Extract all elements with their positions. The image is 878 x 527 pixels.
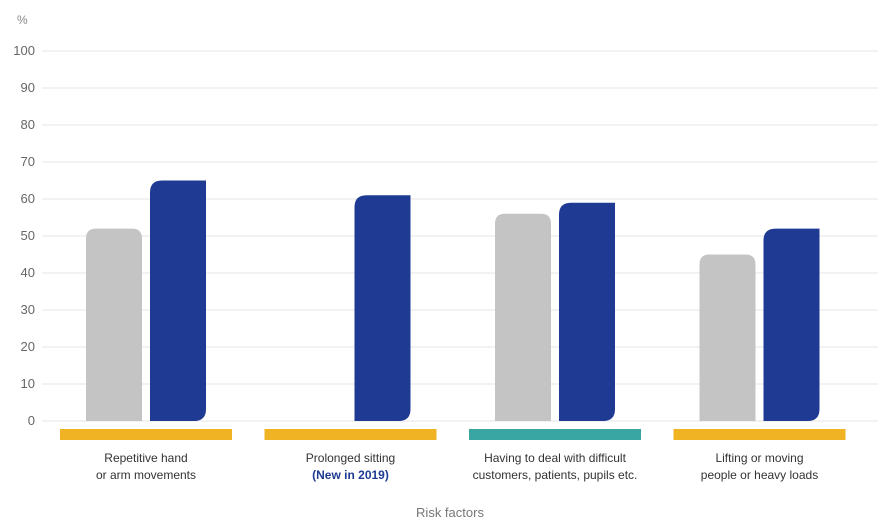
y-tick-label: 80 [21, 117, 35, 132]
y-tick-label: 100 [13, 43, 35, 58]
category-underline-3 [469, 429, 641, 440]
category-underline-2 [264, 429, 437, 440]
bar-series2-1 [150, 180, 206, 421]
y-tick-label: 70 [21, 154, 35, 169]
category-label: or arm movements [96, 468, 196, 482]
y-axis: 0 10 20 30 40 50 60 70 80 90 100 [13, 43, 35, 428]
category-label: Lifting or moving [715, 451, 803, 465]
bar-series1-1 [86, 228, 142, 421]
bar-series2-2 [354, 195, 411, 421]
bar-series2-3 [559, 202, 615, 421]
y-axis-unit-label: % [17, 13, 28, 27]
y-tick-label: 10 [21, 376, 35, 391]
y-tick-label: 40 [21, 265, 35, 280]
category-label: customers, patients, pupils etc. [473, 468, 638, 482]
y-tick-label: 0 [28, 413, 35, 428]
category-labels: Repetitive hand or arm movements Prolonged… [60, 429, 846, 482]
category-label: people or heavy loads [701, 468, 818, 482]
bar-series2-4 [763, 228, 820, 421]
bars [86, 180, 820, 421]
y-tick-label: 30 [21, 302, 35, 317]
category-underline-4 [673, 429, 846, 440]
y-tick-label: 60 [21, 191, 35, 206]
y-tick-label: 20 [21, 339, 35, 354]
category-label: Having to deal with difficult [484, 451, 627, 465]
category-label-note: (New in 2019) [312, 468, 389, 482]
y-tick-label: 90 [21, 80, 35, 95]
category-label: Prolonged sitting [306, 451, 395, 465]
bar-series1-3 [495, 213, 551, 421]
y-tick-label: 50 [21, 228, 35, 243]
x-axis-label: Risk factors [416, 505, 484, 520]
category-underline-1 [60, 429, 232, 440]
category-label: Repetitive hand [104, 451, 187, 465]
bar-series1-4 [699, 254, 756, 421]
